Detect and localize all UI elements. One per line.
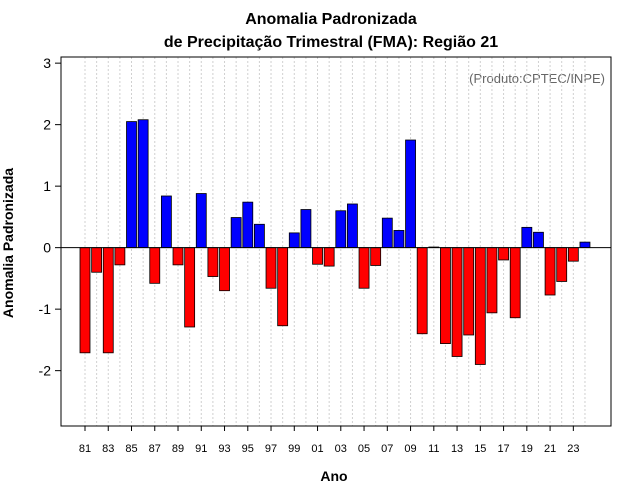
x-tick-label: 83 [102, 443, 114, 455]
y-tick-label: 3 [43, 55, 51, 71]
bar-88 [160, 195, 172, 249]
bar-91 [195, 193, 207, 249]
bar-01 [312, 247, 323, 265]
bar-95 [242, 201, 254, 249]
bar-17 [498, 247, 509, 261]
x-tick-label: 07 [381, 443, 393, 455]
bar-03 [335, 210, 347, 249]
bar-89 [172, 247, 184, 266]
x-tick-label: 23 [567, 443, 579, 455]
bar-14 [463, 247, 475, 336]
x-tick-label: 03 [335, 443, 347, 455]
x-tick-label: 05 [358, 443, 370, 455]
bar-86 [137, 119, 149, 249]
bar-19 [521, 226, 533, 249]
grid [84, 57, 586, 426]
x-tick-label: 93 [218, 443, 230, 455]
bar-97 [265, 247, 277, 289]
x-tick-label: 81 [79, 443, 91, 455]
x-tick-label: 95 [242, 443, 254, 455]
bar-84 [114, 247, 126, 266]
x-tick-label: 85 [125, 443, 137, 455]
bar-09 [405, 139, 416, 249]
x-tick-label: 19 [521, 443, 533, 455]
chart-title: Anomalia Padronizada [245, 11, 417, 28]
bar-10 [416, 247, 428, 335]
bars [79, 119, 591, 365]
y-tick-label: 2 [43, 117, 51, 133]
x-tick-label: 11 [428, 443, 439, 455]
x-tick-label: 99 [288, 443, 300, 455]
bar-24 [579, 241, 591, 249]
bar-12 [440, 247, 451, 344]
bar-94 [230, 217, 242, 249]
bar-99 [288, 232, 300, 249]
bar-90 [184, 247, 196, 328]
bar-85 [126, 121, 137, 249]
y-tick-label: -2 [39, 363, 52, 379]
x-tick-label: 89 [172, 443, 184, 455]
bar-87 [149, 247, 161, 284]
y-axis-title: Anomalia Padronizada [0, 168, 16, 318]
bar-20 [533, 231, 544, 249]
bar-92 [207, 247, 219, 277]
bar-04 [347, 203, 358, 249]
x-axis: 81 83 85 87 89 91 93 95 97 99 01 03 05 07 09 11 13 15 17 19… [79, 426, 579, 455]
bar-06 [370, 247, 382, 266]
bar-98 [277, 247, 289, 327]
x-tick-label: 15 [474, 443, 486, 455]
bar-96 [254, 223, 265, 249]
bar-93 [219, 247, 230, 292]
bar-82 [91, 247, 103, 273]
bar-00 [300, 209, 312, 249]
bar-13 [451, 247, 463, 357]
y-axis: -2 -1 0 1 2 3 [39, 55, 61, 379]
bar-21 [544, 247, 556, 296]
x-tick-label: 09 [404, 443, 416, 455]
bar-81 [79, 247, 91, 354]
x-tick-label: 91 [195, 443, 207, 455]
y-tick-label: -1 [39, 301, 52, 317]
bar-07 [381, 217, 393, 249]
x-axis-title: Ano [320, 468, 347, 484]
x-tick-label: 87 [149, 443, 161, 455]
chart-subtitle: de Precipitação Trimestral (FMA): Região… [164, 34, 498, 51]
bar-18 [509, 247, 521, 319]
bar-05 [358, 247, 370, 289]
bar-16 [486, 247, 498, 314]
bar-08 [393, 230, 405, 249]
x-tick-label: 21 [544, 443, 556, 455]
bar-83 [102, 247, 114, 354]
bar-15 [474, 247, 486, 365]
x-tick-label: 13 [451, 443, 463, 455]
plot-frame [60, 56, 612, 427]
y-tick-label: 1 [43, 178, 51, 194]
y-tick-label: 0 [43, 240, 51, 256]
x-tick-label: 17 [497, 443, 509, 455]
bar-23 [567, 247, 579, 262]
bar-02 [323, 247, 335, 267]
x-tick-label: 01 [311, 443, 323, 455]
x-tick-label: 97 [265, 443, 277, 455]
bar-22 [556, 247, 568, 282]
